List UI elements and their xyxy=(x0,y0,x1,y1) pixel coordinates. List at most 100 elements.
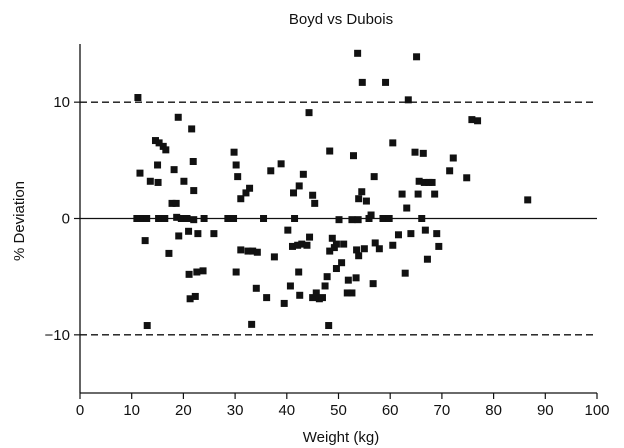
data-point xyxy=(296,291,304,299)
data-point xyxy=(332,240,340,248)
data-point xyxy=(232,268,240,276)
data-point xyxy=(249,247,257,255)
data-point xyxy=(389,241,397,249)
data-point xyxy=(191,292,199,300)
data-point xyxy=(252,284,260,292)
data-point xyxy=(237,195,245,203)
data-point xyxy=(423,255,431,263)
x-tick-label: 70 xyxy=(434,402,451,419)
data-point xyxy=(174,113,182,121)
data-point xyxy=(180,177,188,185)
data-point xyxy=(420,178,428,186)
data-point xyxy=(291,215,299,222)
data-point xyxy=(309,191,317,199)
data-point xyxy=(325,322,333,330)
data-point xyxy=(328,234,336,242)
data-point xyxy=(401,269,409,277)
data-point xyxy=(369,280,377,288)
data-point xyxy=(277,160,285,168)
x-tick-label: 30 xyxy=(227,402,244,419)
data-point xyxy=(449,154,457,162)
data-point xyxy=(343,289,351,297)
data-point xyxy=(418,215,426,222)
data-point xyxy=(352,274,360,282)
data-point xyxy=(404,96,412,104)
data-point xyxy=(354,49,362,57)
chart-title: Boyd vs Dubois xyxy=(289,11,393,28)
data-point xyxy=(242,189,250,197)
y-tick-label: 0 xyxy=(62,211,70,228)
data-point xyxy=(155,139,163,147)
data-point xyxy=(200,215,208,222)
data-point xyxy=(295,268,303,276)
data-point xyxy=(389,139,397,147)
data-point xyxy=(375,245,383,253)
data-point xyxy=(468,116,476,124)
data-point xyxy=(311,199,319,207)
data-point xyxy=(344,276,352,284)
data-point xyxy=(415,177,423,185)
data-point xyxy=(190,216,198,224)
data-point xyxy=(210,230,218,238)
x-tick-label: 0 xyxy=(76,402,84,419)
data-point xyxy=(305,109,313,117)
data-point xyxy=(177,215,185,222)
data-point xyxy=(433,230,441,238)
data-point xyxy=(326,147,334,155)
x-tick-label: 90 xyxy=(537,402,554,419)
data-point xyxy=(165,249,173,257)
data-point xyxy=(355,195,363,203)
data-point xyxy=(355,252,363,260)
data-point xyxy=(260,215,268,222)
data-point xyxy=(172,199,180,207)
data-point xyxy=(232,161,240,169)
data-point xyxy=(188,125,196,133)
data-point xyxy=(173,213,181,221)
data-point xyxy=(367,211,375,219)
data-point xyxy=(270,253,278,261)
data-point xyxy=(139,215,147,222)
data-point xyxy=(299,170,307,178)
data-point xyxy=(338,259,346,267)
data-point xyxy=(353,246,361,254)
data-point xyxy=(370,173,378,181)
data-point xyxy=(224,215,232,222)
data-point xyxy=(143,322,151,330)
data-point xyxy=(306,233,314,241)
x-tick-label: 100 xyxy=(584,402,609,419)
data-point xyxy=(141,237,149,245)
data-point xyxy=(190,187,198,195)
data-point xyxy=(348,216,356,224)
data-point xyxy=(135,215,143,222)
data-point xyxy=(349,152,357,160)
data-point xyxy=(419,149,427,157)
x-tick-label: 80 xyxy=(485,402,502,419)
y-axis-ticks: 10 0 −10 xyxy=(45,94,80,344)
data-point xyxy=(446,167,454,175)
data-point xyxy=(362,197,370,205)
data-point xyxy=(185,270,193,278)
data-point xyxy=(154,178,162,186)
data-point xyxy=(199,267,207,275)
data-point xyxy=(294,241,302,249)
data-point xyxy=(267,167,275,175)
data-point xyxy=(303,241,311,249)
data-point xyxy=(237,246,245,254)
x-tick-label: 50 xyxy=(330,402,347,419)
data-point xyxy=(524,196,532,204)
data-point xyxy=(332,265,340,273)
data-point xyxy=(161,215,169,222)
data-point xyxy=(394,231,402,239)
data-point xyxy=(348,289,356,297)
data-point xyxy=(360,245,368,253)
data-point xyxy=(312,289,320,297)
data-point xyxy=(168,199,176,207)
data-point xyxy=(414,190,422,198)
data-point xyxy=(398,190,406,198)
data-point xyxy=(298,240,306,248)
data-point xyxy=(413,53,421,61)
data-point xyxy=(340,240,348,248)
data-point xyxy=(189,157,197,165)
data-point xyxy=(244,247,252,255)
